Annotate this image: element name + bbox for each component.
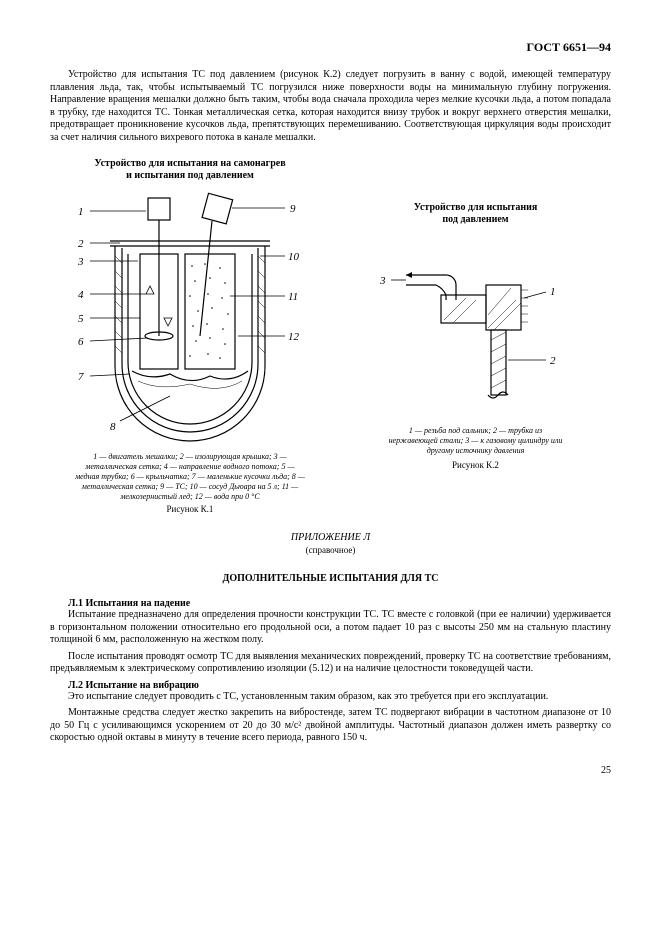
page-number: 25 [50,765,611,776]
fig2-label-3: 3 [379,275,386,287]
fig1-label-12: 12 [288,331,300,343]
figures-row: Устройство для испытания на самонагрев и… [50,150,611,514]
l1-heading: Л.1 Испытания на падение [50,598,611,609]
fig1-label-1: 1 [78,206,84,218]
l1-p2: После испытания проводят осмотр ТС для в… [50,651,611,676]
fig1-label-3: 3 [77,256,84,268]
figure-k2-title-line1: Устройство для испытания [414,202,538,213]
fig1-label-10: 10 [288,251,300,263]
fig1-label-5: 5 [78,313,84,325]
figure-k1: Устройство для испытания на самонагрев и… [50,150,330,514]
fig1-label-4: 4 [78,289,84,301]
appendix-title: ПРИЛОЖЕНИЕ Л [50,532,611,543]
fig1-label-6: 6 [78,336,84,348]
fig1-label-8: 8 [110,421,116,433]
l2-p2: Монтажные средства следует жестко закреп… [50,707,611,745]
figure-k1-svg: 1 2 3 4 5 6 7 8 9 10 11 12 [60,186,320,446]
l2-p1: Это испытание следует проводить с ТС, ус… [50,691,611,704]
fig1-label-9: 9 [290,203,296,215]
appendix-subtitle: (справочное) [50,545,611,555]
fig1-label-11: 11 [288,291,298,303]
page: ГОСТ 6651—94 Устройство для испытания ТС… [0,0,661,796]
figure-k2-caption: Рисунок К.2 [340,460,611,470]
figure-k2-svg: 1 2 3 [376,230,576,420]
figure-k1-title-line1: Устройство для испытания на самонагрев [94,158,285,169]
figure-k1-caption: Рисунок К.1 [50,504,330,514]
section-title: ДОПОЛНИТЕЛЬНЫЕ ИСПЫТАНИЯ ДЛЯ ТС [50,573,611,584]
figure-k2-title: Устройство для испытания под давлением [340,202,611,226]
intro-paragraph: Устройство для испытания ТС под давление… [50,69,611,144]
l1-p1: Испытание предназначено для определения … [50,609,611,647]
figure-k1-title-line2: и испытания под давлением [126,170,254,181]
figure-k1-title: Устройство для испытания на самонагрев и… [50,158,330,182]
figure-k2-legend: 1 — резьба под сальник; 2 — трубка из не… [386,426,566,456]
figure-k2: Устройство для испытания под давлением [340,150,611,514]
fig1-label-2: 2 [78,238,84,250]
doc-header: ГОСТ 6651—94 [50,40,611,55]
fig2-label-1: 1 [550,286,556,298]
fig1-label-7: 7 [78,371,84,383]
l2-heading: Л.2 Испытание на вибрацию [50,680,611,691]
fig2-label-2: 2 [550,355,556,367]
figure-k1-legend: 1 — двигатель мешалки; 2 — изолирующая к… [75,452,305,502]
figure-k2-title-line2: под давлением [442,214,508,225]
